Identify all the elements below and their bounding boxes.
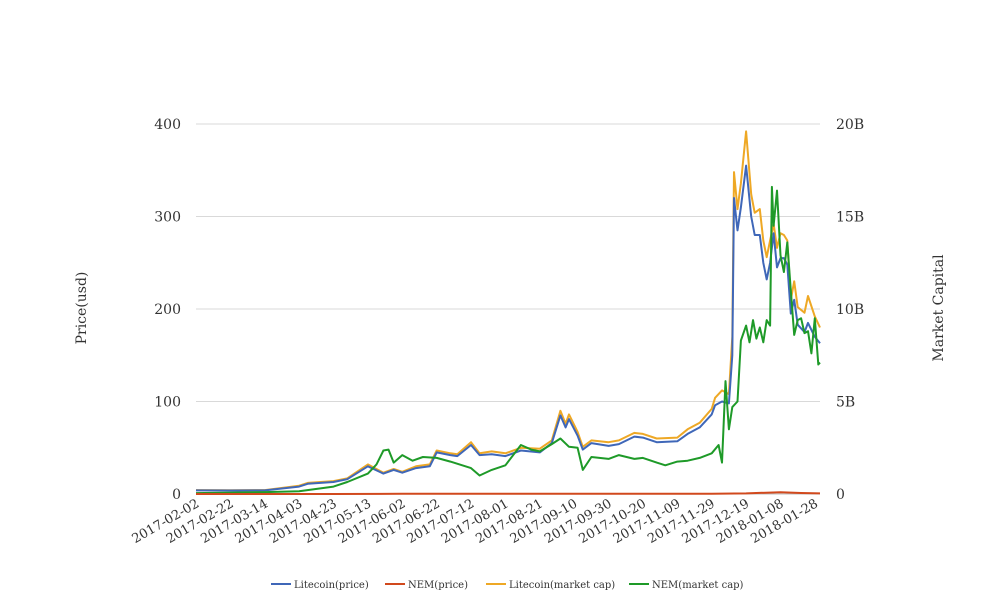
- legend-label: NEM(price): [408, 580, 468, 591]
- legend-label: NEM(market cap): [652, 580, 744, 591]
- series-line-0: [195, 164, 821, 492]
- x-axis: 2017-02-022017-02-222017-03-142017-04-03…: [130, 496, 821, 546]
- y-axis-left: 0 100 200 300 400: [154, 117, 181, 503]
- y2-tick-label: 20B: [836, 117, 864, 133]
- y-tick-label: 400: [154, 117, 181, 133]
- y-tick-label: 200: [154, 302, 181, 318]
- legend-label: Litecoin(market cap): [509, 580, 615, 591]
- y2-axis-title: Market Capital: [931, 254, 947, 362]
- series-line-3: [195, 185, 821, 495]
- y-axis-right: 0 5B 10B 15B 20B: [836, 117, 864, 503]
- series-line-2: [195, 130, 821, 492]
- y-tick-label: 100: [154, 395, 181, 411]
- series-line-1: [196, 491, 821, 495]
- y2-tick-label: 5B: [836, 395, 855, 411]
- y-tick-label: 300: [154, 210, 181, 226]
- y2-tick-label: 15B: [836, 210, 864, 226]
- y-tick-label: 0: [172, 487, 181, 503]
- y-axis-title: Price(usd): [74, 272, 90, 345]
- legend-label: Litecoin(price): [294, 580, 369, 591]
- legend: Litecoin(price) NEM(price) Litecoin(market…: [271, 580, 744, 591]
- y2-tick-label: 0: [836, 487, 845, 503]
- chart-series: [195, 130, 821, 495]
- chart-gridlines: [196, 123, 820, 495]
- y2-tick-label: 10B: [836, 302, 864, 318]
